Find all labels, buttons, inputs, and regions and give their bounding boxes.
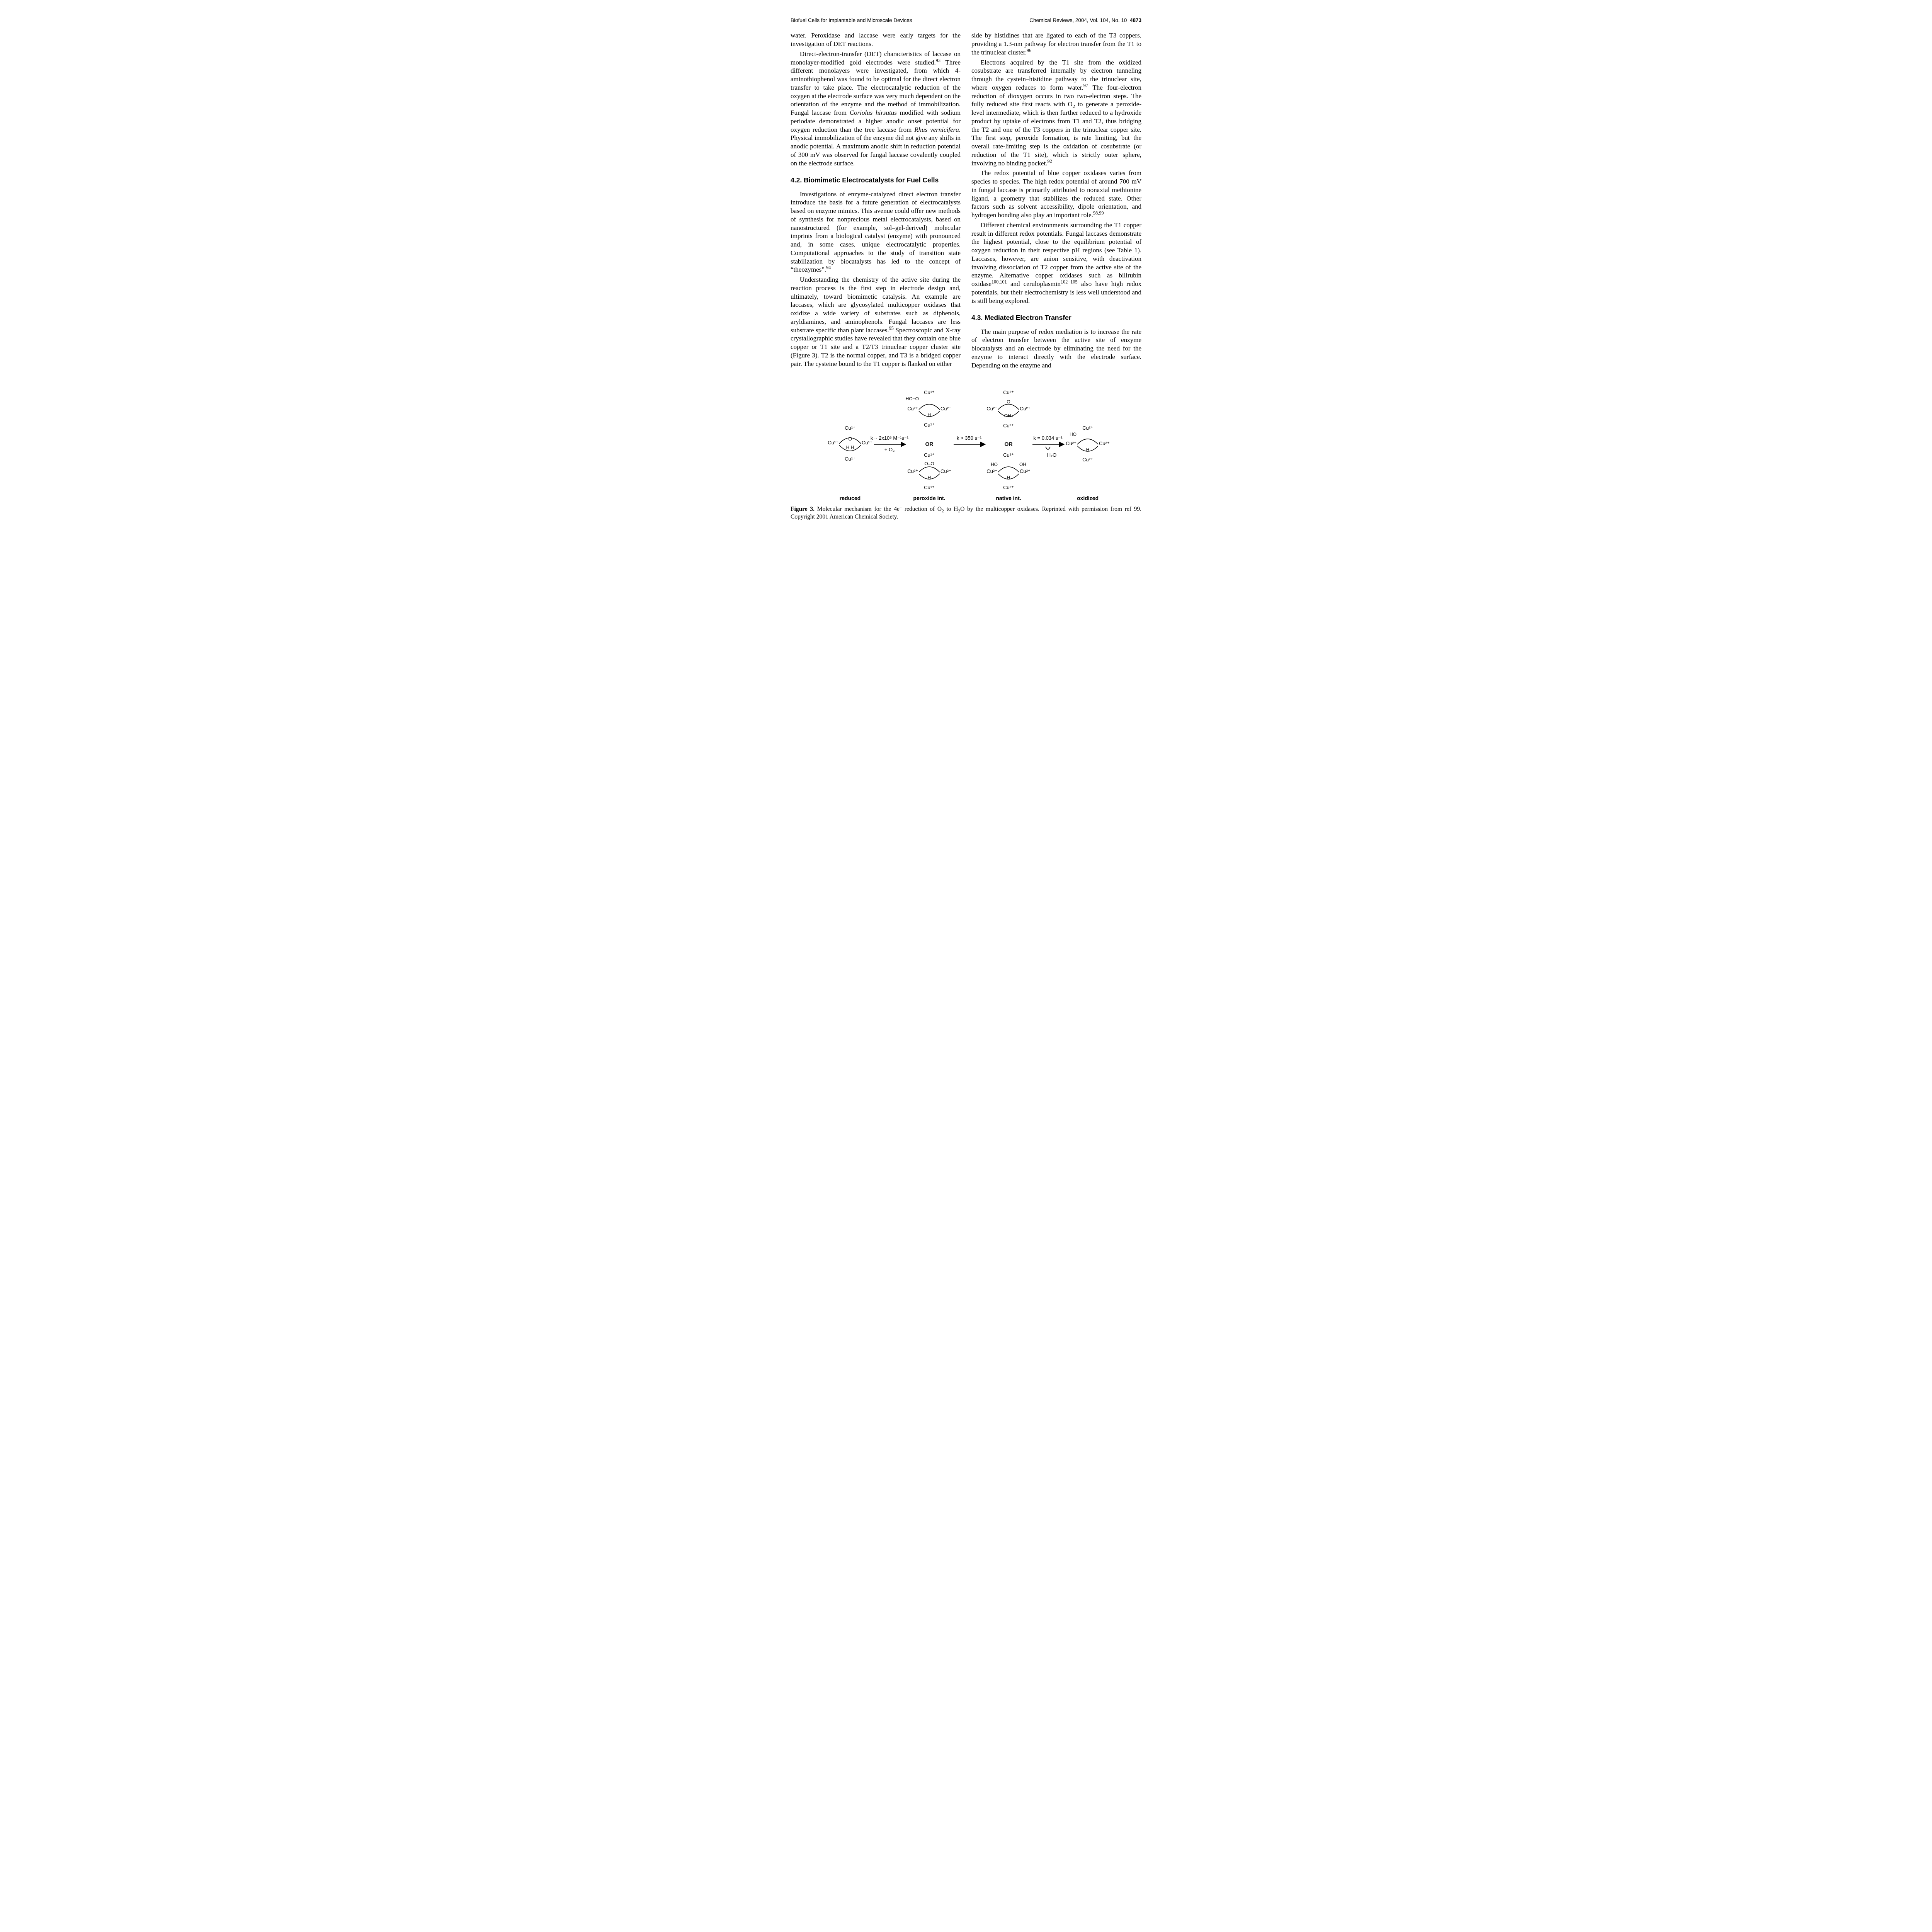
svg-text:Cu²⁺: Cu²⁺ xyxy=(986,468,997,474)
arrow1-reagent: + O₂ xyxy=(884,447,895,452)
svg-text:Cu²⁺: Cu²⁺ xyxy=(1020,406,1031,412)
svg-text:H: H xyxy=(1007,475,1010,480)
svg-text:OH: OH xyxy=(1019,462,1026,467)
svg-text:Cu²⁺: Cu²⁺ xyxy=(1099,440,1110,446)
svg-text:Cu²⁺: Cu²⁺ xyxy=(986,406,997,412)
svg-text:HO: HO xyxy=(1070,432,1077,437)
svg-text:Cu²⁺: Cu²⁺ xyxy=(1003,423,1014,429)
body-columns: water. Peroxidase and laccase were early… xyxy=(791,31,1141,370)
para-theozymes: Investigations of enzyme-catalyzed direc… xyxy=(791,190,961,274)
svg-text:Cu¹⁺: Cu¹⁺ xyxy=(924,422,935,428)
para-chem-environments: Different chemical environments surround… xyxy=(971,221,1141,305)
svg-text:Cu¹⁺: Cu¹⁺ xyxy=(924,485,935,490)
page-number: 4873 xyxy=(1130,17,1141,23)
svg-text:Cu¹⁺: Cu¹⁺ xyxy=(845,456,855,462)
svg-text:O: O xyxy=(848,436,852,442)
svg-text:Cu²⁺: Cu²⁺ xyxy=(1066,440,1077,446)
heading-4-2: 4.2. Biomimetic Electrocatalysts for Fue… xyxy=(791,176,961,184)
svg-text:Cu²⁺: Cu²⁺ xyxy=(940,468,951,474)
svg-text:O: O xyxy=(1007,399,1010,405)
svg-text:Cu²⁺: Cu²⁺ xyxy=(940,406,951,412)
svg-text:H: H xyxy=(928,475,931,480)
svg-text:Cu²⁺: Cu²⁺ xyxy=(1082,425,1093,431)
svg-text:Cu¹⁺: Cu¹⁺ xyxy=(924,389,935,395)
reaction-scheme-svg: .s { stroke:#000; stroke-width:1.6; fill… xyxy=(819,379,1113,503)
running-head-left: Biofuel Cells for Implantable and Micros… xyxy=(791,17,912,24)
stage-peroxide: Cu¹⁺ Cu²⁺ Cu²⁺ HO−O H Cu¹⁺ OR Cu¹⁺ Cu²⁺ … xyxy=(906,389,951,490)
svg-text:Cu²⁺: Cu²⁺ xyxy=(907,468,918,474)
stage-label-oxidized: oxidized xyxy=(1077,495,1099,501)
svg-text:Cu²⁺: Cu²⁺ xyxy=(1020,468,1031,474)
figure-3: .s { stroke:#000; stroke-width:1.6; fill… xyxy=(791,379,1141,521)
arrow1-rate: k ~ 2x10⁶ M⁻¹s⁻¹ xyxy=(871,435,909,441)
arrow3-product: H₂O xyxy=(1047,452,1057,458)
svg-text:Cu²⁺: Cu²⁺ xyxy=(1003,452,1014,458)
svg-text:OHₙ: OHₙ xyxy=(1004,413,1013,418)
svg-text:HO−O: HO−O xyxy=(906,396,919,401)
para-det-laccase: Direct-electron-transfer (DET) character… xyxy=(791,50,961,168)
svg-text:H: H xyxy=(928,412,931,418)
para-mediation-intro: The main purpose of redox mediation is t… xyxy=(971,328,1141,370)
svg-text:H: H xyxy=(1086,447,1090,452)
stage-label-reduced: reduced xyxy=(840,495,861,501)
running-head: Biofuel Cells for Implantable and Micros… xyxy=(791,17,1141,24)
para-active-site: Understanding the chemistry of the activ… xyxy=(791,276,961,368)
running-head-right: Chemical Reviews, 2004, Vol. 104, No. 10… xyxy=(1029,17,1141,24)
svg-text:Cu¹⁺: Cu¹⁺ xyxy=(828,440,838,446)
arrow2-rate: k > 350 s⁻¹ xyxy=(957,435,982,441)
figure-3-caption: Figure 3. Molecular mechanism for the 4e… xyxy=(791,505,1141,521)
svg-text:O–O: O–O xyxy=(924,461,934,466)
figure-3-diagram: .s { stroke:#000; stroke-width:1.6; fill… xyxy=(819,379,1113,503)
svg-text:OR: OR xyxy=(1005,441,1013,447)
svg-text:Cu¹⁺: Cu¹⁺ xyxy=(845,425,855,431)
svg-text:HO: HO xyxy=(991,462,998,467)
svg-text:Cu¹⁺: Cu¹⁺ xyxy=(924,452,935,458)
arrow3-rate: k = 0.034 s⁻¹ xyxy=(1033,435,1063,441)
stage-label-native: native int. xyxy=(996,495,1021,501)
svg-text:Cu²⁺: Cu²⁺ xyxy=(1003,485,1014,490)
svg-text:Cu²⁺: Cu²⁺ xyxy=(1082,457,1093,463)
heading-4-3: 4.3. Mediated Electron Transfer xyxy=(971,313,1141,322)
para-continuation: water. Peroxidase and laccase were early… xyxy=(791,31,961,48)
stage-reduced: Cu¹⁺ Cu¹⁺ Cu¹⁺ O H H Cu¹⁺ xyxy=(828,425,872,462)
stage-native: Cu²⁺ Cu²⁺ Cu²⁺ O OHₙ Cu²⁺ OR Cu²⁺ Cu²⁺ C… xyxy=(986,389,1031,490)
para-redox-potential: The redox potential of blue copper oxida… xyxy=(971,169,1141,219)
journal-ref: Chemical Reviews, 2004, Vol. 104, No. 10 xyxy=(1029,17,1127,23)
svg-text:H H: H H xyxy=(846,445,854,450)
para-electron-tunneling: Electrons acquired by the T1 site from t… xyxy=(971,58,1141,168)
svg-text:Cu²⁺: Cu²⁺ xyxy=(907,406,918,412)
svg-text:Cu²⁺: Cu²⁺ xyxy=(1003,389,1014,395)
svg-text:Cu¹⁺: Cu¹⁺ xyxy=(862,440,872,446)
para-histidines: side by histidines that are ligated to e… xyxy=(971,31,1141,56)
stage-label-peroxide: peroxide int. xyxy=(913,495,945,501)
stage-oxidized: Cu²⁺ Cu²⁺ Cu²⁺ HO H Cu²⁺ xyxy=(1066,425,1110,463)
svg-text:OR: OR xyxy=(925,441,934,447)
